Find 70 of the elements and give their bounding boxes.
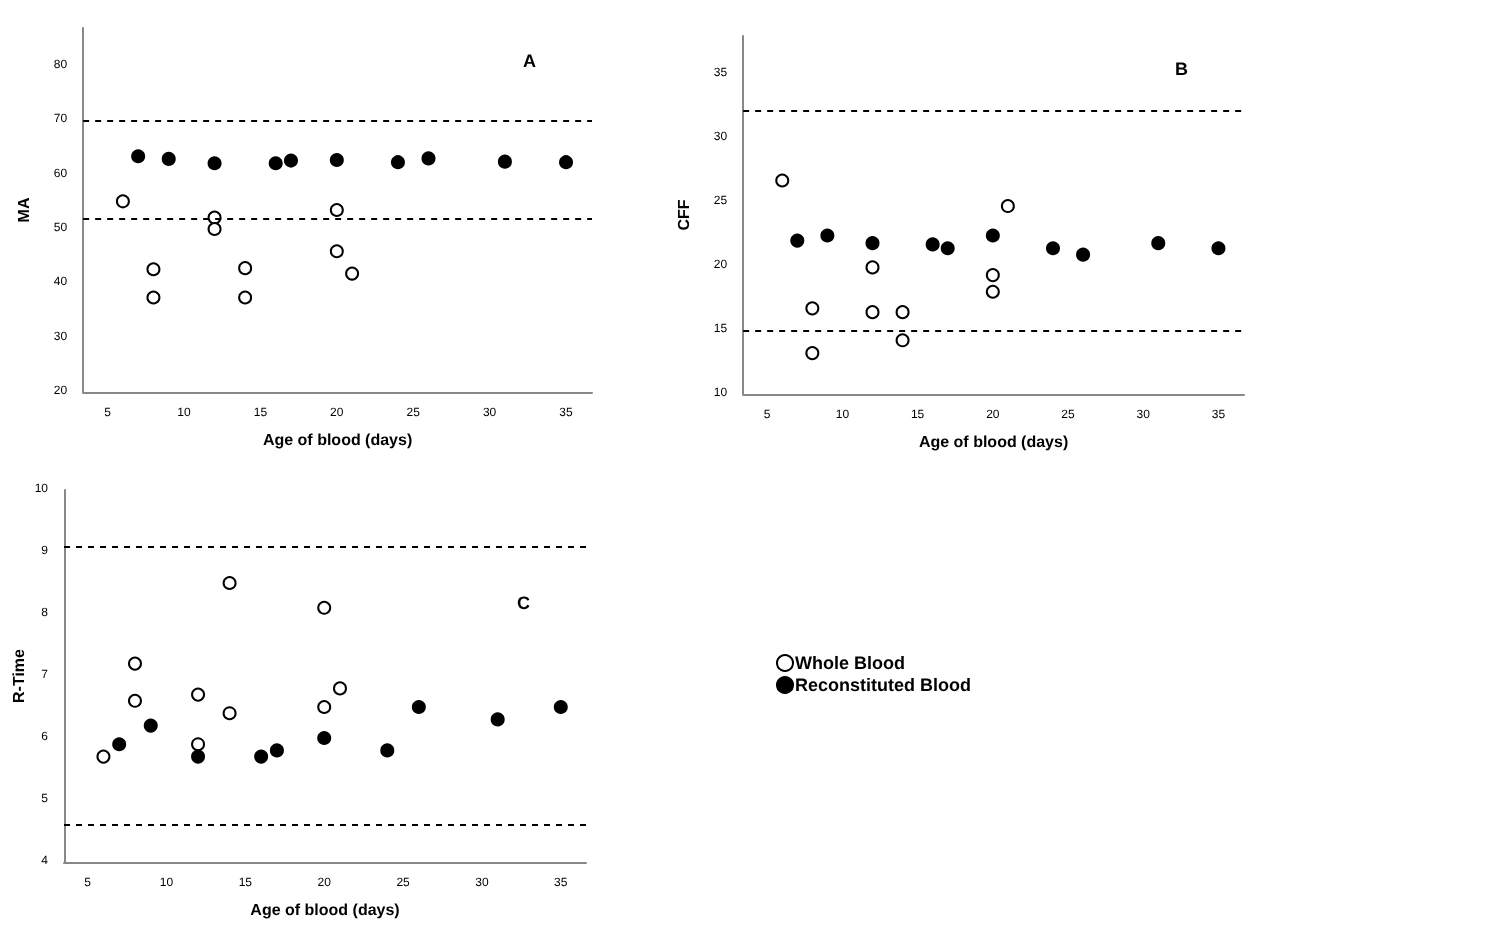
point	[940, 241, 955, 256]
point	[1000, 199, 1015, 214]
point	[805, 301, 820, 316]
point	[865, 260, 880, 275]
point	[115, 194, 130, 209]
point	[146, 290, 161, 305]
point	[268, 156, 283, 171]
point	[985, 268, 1000, 283]
point	[790, 233, 805, 248]
annotation: B	[1175, 59, 1189, 79]
point	[1076, 247, 1091, 262]
point	[329, 153, 344, 168]
point	[238, 261, 253, 276]
point	[269, 743, 284, 758]
point	[390, 155, 405, 170]
annotation: C	[517, 593, 531, 613]
point	[222, 576, 237, 590]
point	[895, 305, 910, 320]
point	[332, 681, 347, 696]
point	[317, 731, 332, 745]
annotation: A	[523, 51, 537, 71]
point	[497, 154, 512, 169]
point	[865, 236, 880, 251]
point	[131, 149, 146, 164]
point	[238, 290, 253, 305]
legend-label: Whole Blood	[795, 653, 905, 673]
point	[317, 700, 332, 714]
point	[1151, 236, 1166, 251]
point	[127, 693, 142, 708]
point	[421, 151, 436, 166]
point	[146, 262, 161, 277]
x-axis-title: Age of blood (days)	[250, 901, 401, 919]
point	[1211, 241, 1226, 256]
point	[317, 600, 332, 615]
point	[985, 284, 1000, 299]
y-axis-title: R-Time	[9, 647, 28, 703]
x-axis-title: Age of blood (days)	[262, 431, 413, 449]
point	[191, 737, 206, 752]
point	[127, 656, 142, 671]
y-axis-title: CFF	[675, 199, 693, 231]
point	[207, 156, 222, 171]
point	[895, 333, 910, 348]
point	[865, 305, 880, 320]
point	[96, 749, 111, 764]
point	[143, 718, 158, 733]
point	[329, 203, 344, 217]
point	[380, 743, 395, 758]
point	[112, 737, 127, 752]
point	[805, 346, 820, 361]
point	[925, 237, 940, 252]
point	[283, 153, 298, 168]
point	[411, 700, 426, 714]
point	[553, 700, 568, 714]
point	[775, 173, 790, 188]
point	[207, 222, 222, 237]
point	[222, 706, 237, 721]
point	[161, 151, 176, 166]
point	[191, 687, 206, 702]
point	[329, 244, 344, 259]
point	[559, 155, 574, 170]
point	[1046, 241, 1060, 256]
legend-label: Reconstituted Blood	[795, 675, 971, 695]
point	[191, 749, 206, 764]
point	[985, 228, 1000, 243]
x-axis-title: Age of blood (days)	[918, 433, 1069, 451]
point	[820, 228, 835, 243]
point	[254, 749, 269, 764]
point	[345, 266, 360, 281]
point	[490, 712, 505, 727]
y-axis-title: MA	[15, 197, 33, 223]
